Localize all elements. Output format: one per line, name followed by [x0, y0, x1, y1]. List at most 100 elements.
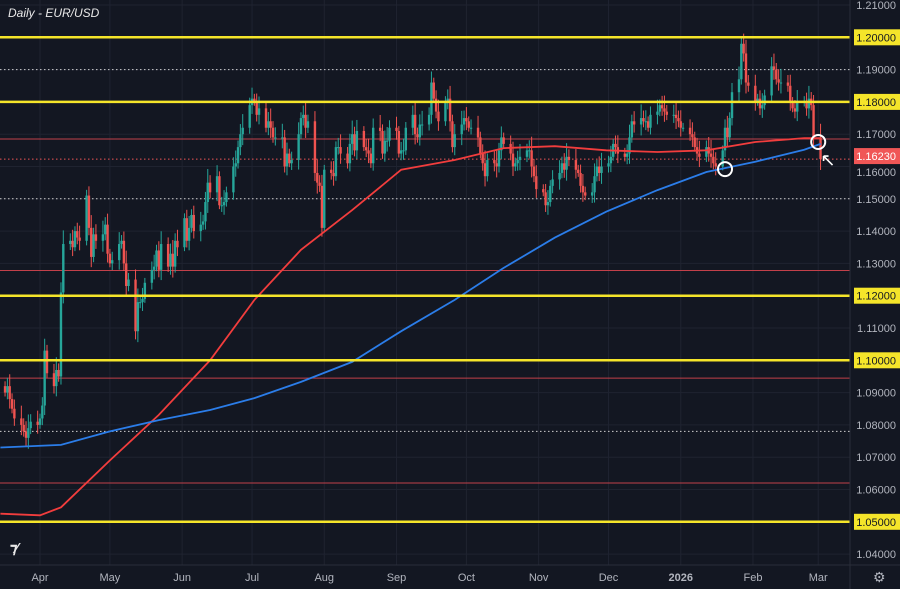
candle-body: [476, 127, 480, 138]
candle: [747, 75, 750, 92]
candle-body: [122, 240, 126, 264]
time-tick-label: Mar: [809, 572, 828, 584]
candle-body: [740, 43, 743, 80]
price-tick-label: 1.17000: [856, 129, 896, 141]
candle: [339, 134, 342, 164]
candle-body: [192, 214, 195, 232]
candle-body: [789, 85, 792, 102]
candle: [239, 124, 242, 156]
candle-body: [796, 101, 799, 112]
last-price-tag-bg: [854, 148, 900, 165]
candle: [712, 149, 715, 170]
key-level-tag: 1.18000: [856, 97, 896, 109]
price-tick-label: 1.13000: [856, 258, 896, 270]
candle: [220, 196, 223, 212]
candle: [754, 74, 757, 111]
candle-body: [598, 166, 601, 173]
key-level-tag: 1.20000: [856, 32, 896, 44]
candle: [632, 111, 636, 133]
candle-body: [8, 386, 11, 400]
candle-body: [705, 147, 708, 157]
candle: [388, 120, 391, 147]
candle-body: [444, 101, 447, 122]
candle-body: [269, 121, 272, 128]
candle-body: [600, 166, 603, 173]
candle: [535, 165, 538, 198]
candle-body: [591, 192, 594, 196]
candle: [76, 222, 79, 245]
candle-body: [157, 250, 161, 270]
candle: [397, 126, 401, 158]
candle: [497, 142, 501, 173]
candle: [646, 116, 650, 132]
candle: [269, 108, 272, 138]
candle-body: [481, 153, 484, 164]
candle-body: [176, 240, 179, 248]
candle: [248, 97, 251, 134]
candle-body: [330, 169, 333, 173]
candle: [679, 110, 682, 137]
candle-body: [302, 114, 305, 119]
candle-body: [225, 192, 228, 203]
candle: [656, 99, 659, 125]
candle: [334, 141, 338, 181]
candle-body: [672, 114, 675, 116]
candle-body: [94, 234, 98, 241]
candle: [36, 410, 39, 434]
candle-body: [411, 114, 414, 128]
candle-body: [111, 260, 114, 264]
candle-body: [497, 150, 501, 167]
candle: [125, 250, 128, 297]
candle: [607, 155, 610, 173]
candle-body: [283, 137, 286, 167]
candle: [127, 272, 130, 292]
candle-body: [187, 227, 191, 241]
candle-body: [281, 137, 284, 139]
candle: [288, 148, 291, 168]
candle: [318, 175, 321, 192]
candle: [448, 85, 452, 132]
candle-body: [462, 118, 466, 125]
gear-icon[interactable]: ⚙: [873, 569, 886, 585]
candle-body: [299, 118, 303, 135]
candle: [346, 146, 349, 169]
candle-body: [772, 66, 776, 70]
candle-body: [201, 221, 205, 225]
time-tick-label: Jul: [245, 572, 259, 584]
candle-body: [36, 421, 39, 425]
candle-body: [52, 373, 56, 387]
candle-body: [511, 153, 515, 167]
candle-body: [544, 192, 547, 206]
candle: [94, 224, 98, 249]
candle-body: [525, 150, 529, 157]
candle: [297, 122, 300, 170]
candle: [183, 213, 186, 252]
candle-body: [565, 156, 568, 170]
candle-body: [29, 421, 32, 429]
candle-body: [644, 121, 647, 123]
candle: [761, 93, 764, 118]
price-tick-label: 1.04000: [856, 549, 896, 561]
candle: [740, 37, 743, 85]
candle: [796, 90, 799, 122]
candle-body: [688, 127, 692, 135]
candle-body: [267, 121, 270, 128]
candle-body: [313, 121, 317, 173]
candle-body: [609, 156, 613, 164]
candle-body: [754, 85, 757, 102]
key-level-tag: 1.12000: [856, 291, 896, 303]
candle-body: [453, 134, 456, 148]
key-level-tag-bg: [854, 513, 900, 530]
candle: [136, 288, 140, 343]
candle-body: [779, 82, 783, 84]
candle-body: [141, 298, 144, 303]
candle-body: [87, 195, 91, 228]
candle-body: [152, 266, 156, 270]
candle: [786, 75, 790, 92]
candle-body: [563, 163, 566, 170]
price-tick-label: 1.19000: [856, 65, 896, 77]
candle-body: [248, 105, 251, 128]
candle: [770, 57, 773, 103]
candle-body: [69, 240, 72, 245]
